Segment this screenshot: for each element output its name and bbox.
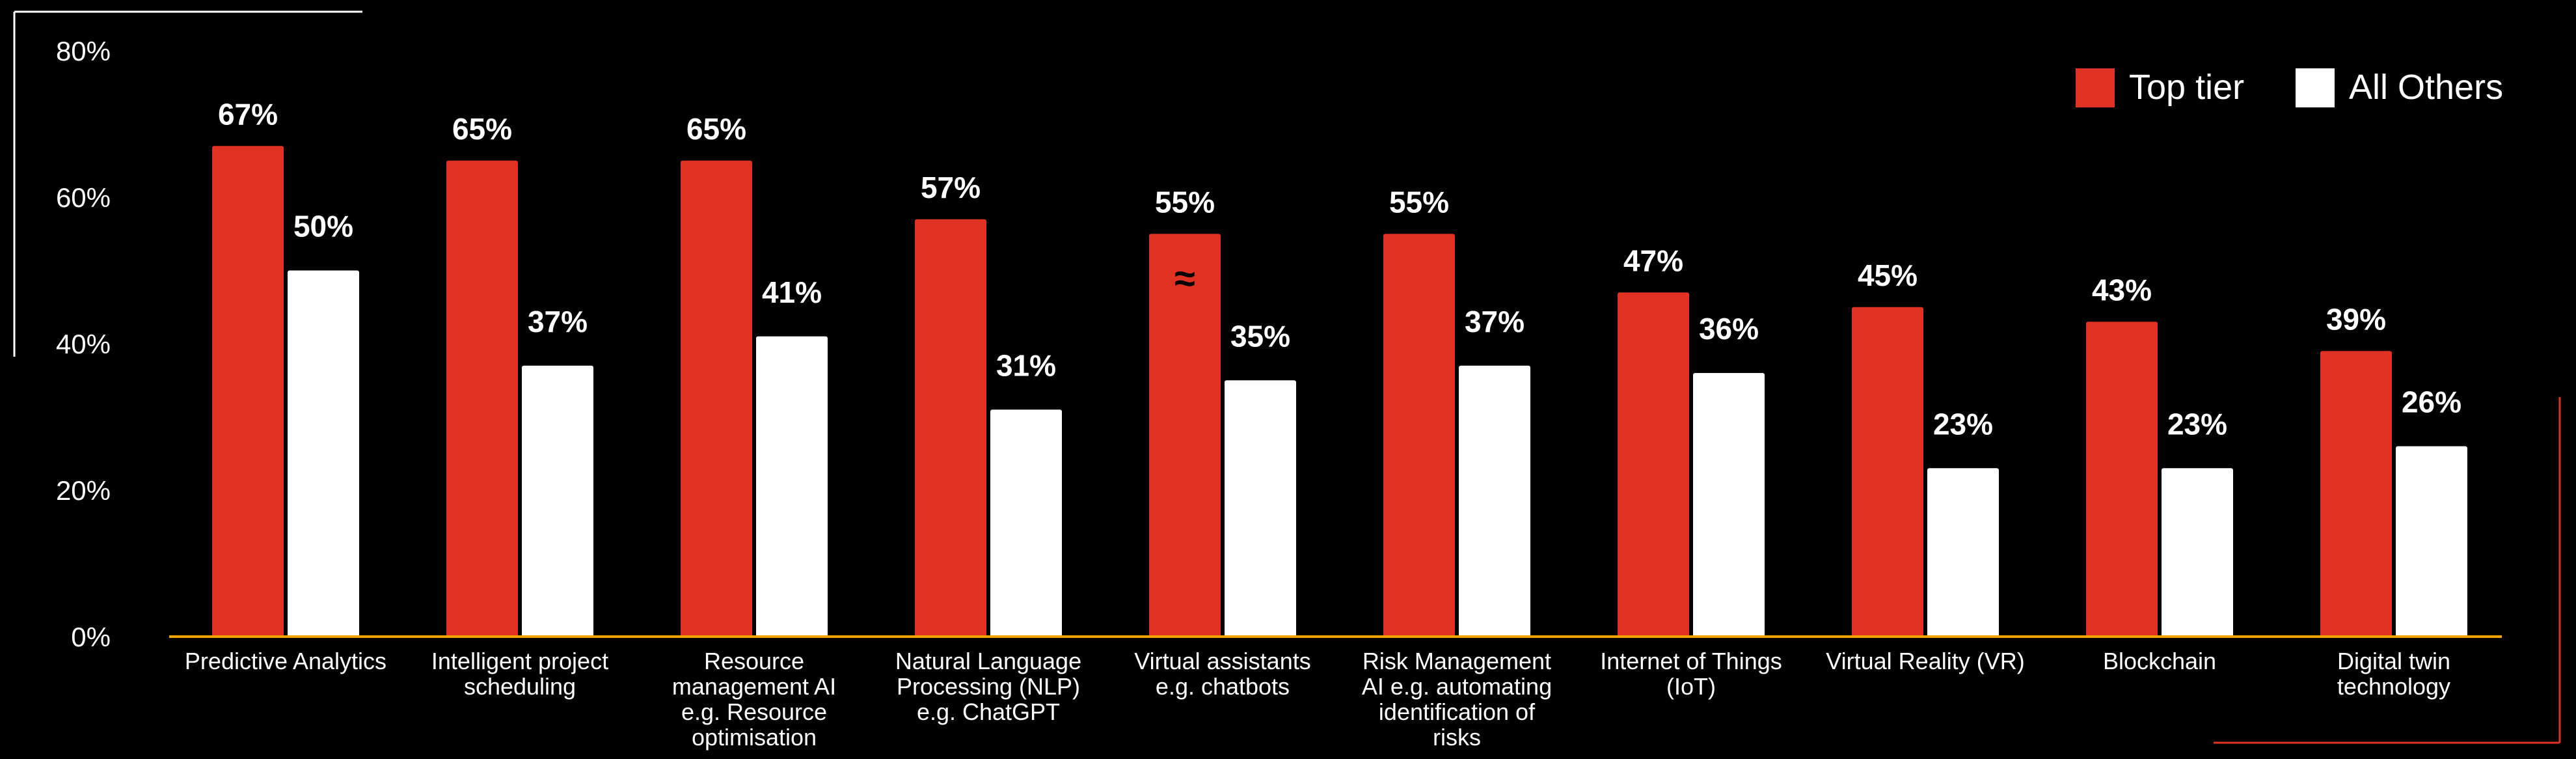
bar-all-others [1459, 365, 1530, 637]
bar-top-tier [1149, 234, 1221, 637]
legend-label-all-others: All Others [2349, 68, 2503, 107]
value-label-top-tier: 43% [2092, 273, 2152, 307]
y-tick-label: 80% [56, 36, 111, 66]
bar-top-tier [915, 219, 986, 637]
x-category-label: Digital twin technology [2337, 648, 2450, 700]
bar-top-tier [1618, 292, 1689, 637]
value-label-all-others: 26% [2402, 385, 2461, 419]
legend-swatch-all-others [2296, 68, 2335, 107]
bar-top-tier [212, 146, 284, 637]
bar-all-others [2396, 446, 2467, 637]
bar-all-others [990, 409, 1062, 637]
approx-annotation: ≈ [1174, 257, 1195, 299]
value-label-all-others: 23% [1933, 407, 1993, 441]
value-label-all-others: 50% [293, 210, 353, 243]
value-label-all-others: 41% [762, 275, 822, 309]
bar-top-tier [1383, 234, 1455, 637]
value-label-top-tier: 45% [1858, 258, 1918, 292]
value-label-top-tier: 65% [452, 112, 512, 146]
value-label-top-tier: 47% [1623, 243, 1683, 277]
bar-all-others [1693, 373, 1765, 637]
x-category-label: Blockchain [2103, 648, 2216, 674]
x-category-label: Risk Management AI e.g. automating identif… [1362, 648, 1552, 751]
x-category-label: Intelligent project scheduling [431, 648, 608, 700]
y-axis: 0% 20% 40% 60% 80% [56, 36, 111, 652]
bar-all-others [288, 270, 359, 637]
bar-top-tier [2086, 322, 2158, 637]
x-category-label: Resource management AI e.g. Resource optimi… [672, 648, 836, 751]
bar-top-tier [1852, 307, 1923, 637]
bar-all-others [522, 365, 593, 637]
x-axis: Predictive Analytics Intelligent project s… [169, 635, 2502, 751]
x-category-label: Predictive Analytics [185, 648, 386, 674]
value-label-top-tier: 55% [1155, 185, 1215, 219]
legend-label-top-tier: Top tier [2129, 68, 2244, 107]
x-category-label: Internet of Things (IoT) [1600, 648, 1782, 700]
x-category-label: Natural Language Processing (NLP) e.g. Cha… [895, 648, 1081, 725]
value-labels: 67% 50% 65% 37% 65% 41% 57% 31% 55% 35% 55% 37% 47% 3… [218, 97, 2461, 441]
value-label-all-others: 23% [2167, 407, 2227, 441]
y-tick-label: 20% [56, 475, 111, 506]
value-label-all-others: 37% [1465, 305, 1525, 338]
bar-all-others [1927, 468, 1999, 637]
value-label-top-tier: 67% [218, 97, 278, 131]
bar-all-others [2162, 468, 2233, 637]
bar-top-tier [2320, 351, 2392, 637]
legend: Top tier All Others [2076, 68, 2503, 107]
value-label-top-tier: 57% [921, 171, 981, 204]
legend-swatch-top-tier [2076, 68, 2115, 107]
bar-top-tier [681, 160, 752, 637]
value-label-all-others: 36% [1699, 312, 1759, 346]
bar-top-tier [446, 160, 518, 637]
bar-all-others [756, 336, 828, 637]
value-label-top-tier: 55% [1389, 185, 1449, 219]
frame-decorations [13, 10, 2561, 744]
value-label-all-others: 31% [996, 348, 1056, 382]
y-tick-label: 60% [56, 182, 111, 213]
value-label-all-others: 35% [1230, 319, 1290, 353]
value-label-all-others: 37% [528, 305, 588, 338]
x-category-label: Virtual Reality (VR) [1826, 648, 2024, 674]
value-label-top-tier: 39% [2326, 302, 2386, 336]
x-category-label: Virtual assistants e.g. chatbots [1134, 648, 1310, 700]
bar-all-others [1225, 380, 1296, 637]
y-tick-label: 40% [56, 329, 111, 359]
y-tick-label: 0% [71, 622, 111, 652]
value-label-top-tier: 65% [686, 112, 746, 146]
bars [212, 146, 2467, 637]
